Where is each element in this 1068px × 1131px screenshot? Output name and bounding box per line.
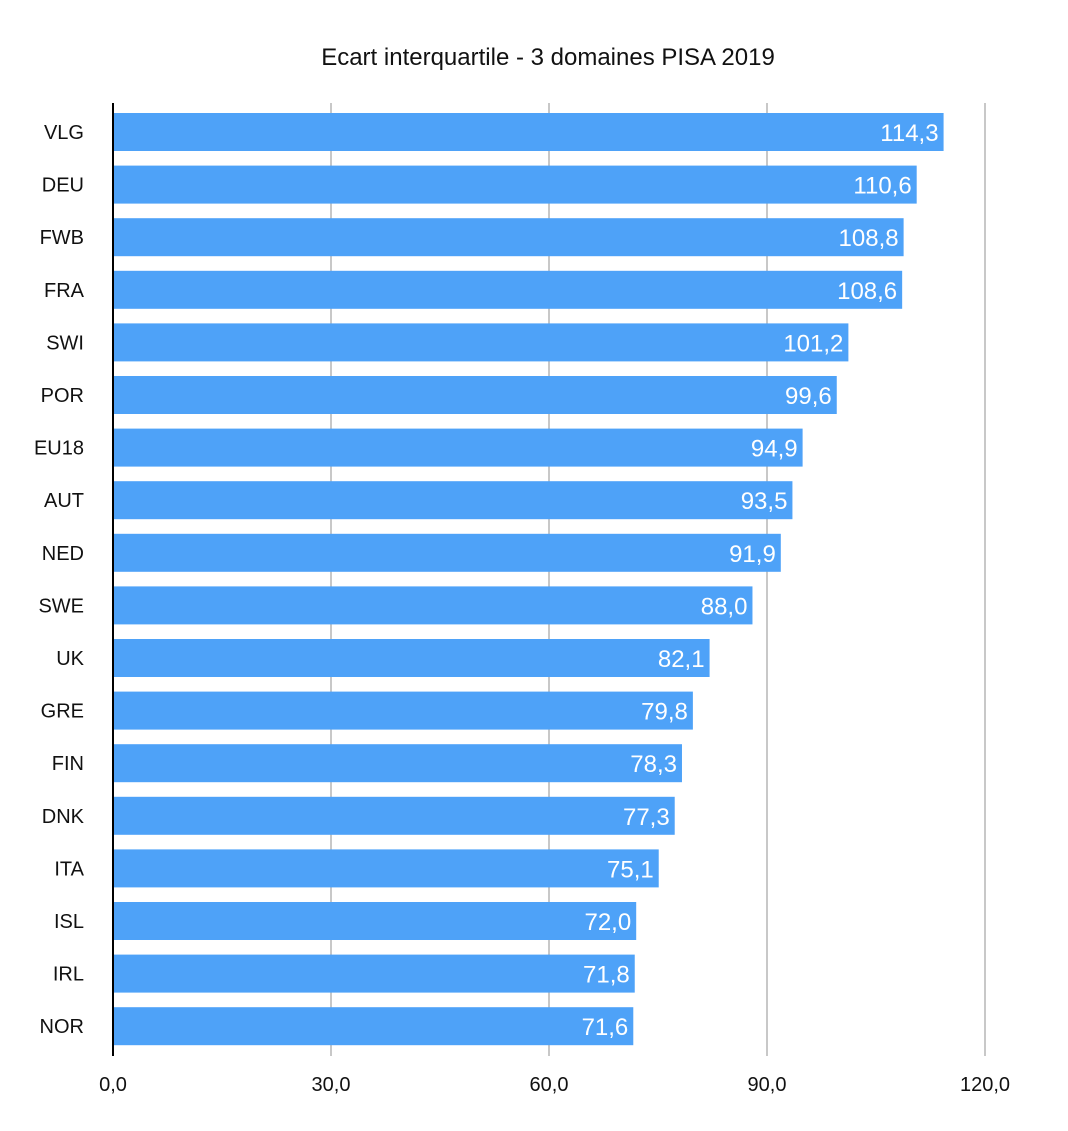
data-label: 71,6 (582, 1014, 629, 1041)
data-label: 101,2 (783, 330, 843, 357)
data-label: 108,8 (839, 225, 899, 252)
data-label: 78,3 (630, 751, 677, 778)
bar-swi (113, 323, 849, 362)
bar-por (113, 376, 837, 414)
y-tick-label: SWI (46, 332, 84, 354)
data-label: 75,1 (607, 856, 654, 883)
y-tick-label: DNK (42, 806, 85, 828)
bar-isl (113, 902, 637, 940)
x-tick-label: 60,0 (530, 1074, 569, 1096)
data-label: 72,0 (584, 909, 631, 936)
data-label: 99,6 (785, 383, 832, 410)
data-label: 94,9 (751, 436, 798, 463)
x-tick-label: 120,0 (960, 1074, 1010, 1096)
x-tick-label: 90,0 (748, 1074, 787, 1096)
bar-aut (113, 481, 793, 520)
y-tick-label: VLG (44, 122, 84, 144)
y-tick-label: ISL (54, 911, 84, 933)
y-tick-label: POR (41, 385, 84, 407)
y-tick-label: DEU (42, 175, 84, 197)
data-label: 108,6 (837, 278, 897, 305)
bar-nor (113, 1007, 634, 1046)
data-label: 71,8 (583, 962, 630, 989)
bar-fra (113, 270, 903, 309)
y-tick-label: IRL (53, 964, 84, 986)
chart-title: Ecart interquartile - 3 domaines PISA 20… (321, 44, 775, 71)
y-tick-label: FIN (52, 753, 84, 775)
data-label: 91,9 (729, 541, 776, 568)
bar-uk (113, 639, 710, 677)
y-tick-label: NOR (40, 1016, 84, 1038)
y-tick-label: ITA (54, 858, 84, 880)
data-label: 114,3 (880, 120, 938, 147)
bar-deu (113, 165, 917, 204)
data-label: 77,3 (623, 804, 670, 831)
data-label: 82,1 (658, 646, 705, 673)
y-tick-label: AUT (44, 490, 84, 512)
bar-ita (113, 849, 659, 888)
bar-dnk (113, 796, 675, 835)
bar-swe (113, 586, 753, 625)
bar-eu18 (113, 428, 803, 467)
bar-ned (113, 533, 781, 572)
bar-fin (113, 744, 682, 783)
bar-vlg (113, 113, 944, 151)
data-label: 79,8 (641, 699, 688, 726)
x-tick-label: 30,0 (312, 1074, 351, 1096)
data-label: 110,6 (853, 173, 911, 200)
x-tick-label: 0,0 (99, 1074, 127, 1096)
data-label: 93,5 (741, 488, 788, 515)
bar-fwb (113, 218, 904, 257)
bar-irl (113, 954, 635, 993)
y-tick-label: UK (56, 648, 84, 670)
y-tick-label: NED (42, 543, 84, 565)
y-tick-label: FRA (44, 280, 85, 302)
bar-gre (113, 691, 693, 730)
y-tick-label: SWE (38, 595, 84, 617)
y-tick-label: GRE (41, 701, 84, 723)
data-label: 88,0 (701, 593, 748, 620)
y-tick-label: EU18 (34, 438, 84, 460)
y-tick-label: FWB (40, 227, 84, 249)
